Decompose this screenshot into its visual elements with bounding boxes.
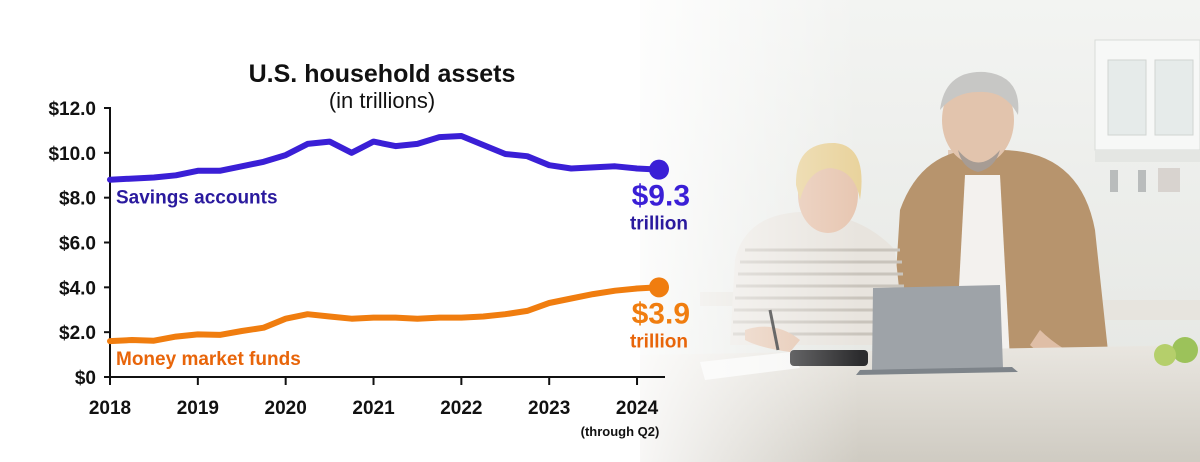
x-axis-ticks: 2018 2019 2020 2021 2022 2023 2024 [89, 377, 659, 419]
y-tick-label: $0 [75, 368, 96, 389]
series-line-0 [107, 133, 662, 183]
y-axis-ticks: $0 $2.0 $4.0 $6.0 $8.0 $10.0 $12.0 [48, 99, 110, 389]
series-label-1: Money market funds [116, 349, 301, 370]
x-tick-label: 2019 [177, 398, 219, 419]
x-tick-label: 2024 [616, 398, 659, 419]
series-end-unit-1: trillion [630, 331, 688, 352]
y-tick-label: $4.0 [59, 278, 96, 299]
series-end-unit-0: trillion [630, 214, 688, 235]
series-label-0: Savings accounts [116, 188, 278, 209]
series-line-1 [107, 284, 662, 345]
y-tick-label: $12.0 [48, 99, 96, 120]
x-tick-label: 2023 [528, 398, 570, 419]
series-end-value-0: $9.3 [632, 180, 690, 213]
x-tick-label: 2018 [89, 398, 131, 419]
series-end-point-1 [649, 277, 669, 298]
x-axis-note: (through Q2) [581, 424, 660, 439]
chart-title: U.S. household assets [249, 60, 516, 88]
series-end-point-0 [649, 159, 669, 180]
y-tick-label: $10.0 [48, 144, 96, 165]
y-tick-label: $2.0 [59, 323, 96, 344]
x-tick-label: 2020 [265, 398, 307, 419]
x-tick-label: 2022 [440, 398, 482, 419]
y-tick-label: $8.0 [59, 189, 96, 210]
y-tick-label: $6.0 [59, 234, 96, 255]
x-tick-label: 2021 [352, 398, 395, 419]
series-end-value-1: $3.9 [632, 297, 690, 330]
chart-subtitle: (in trillions) [329, 88, 435, 113]
